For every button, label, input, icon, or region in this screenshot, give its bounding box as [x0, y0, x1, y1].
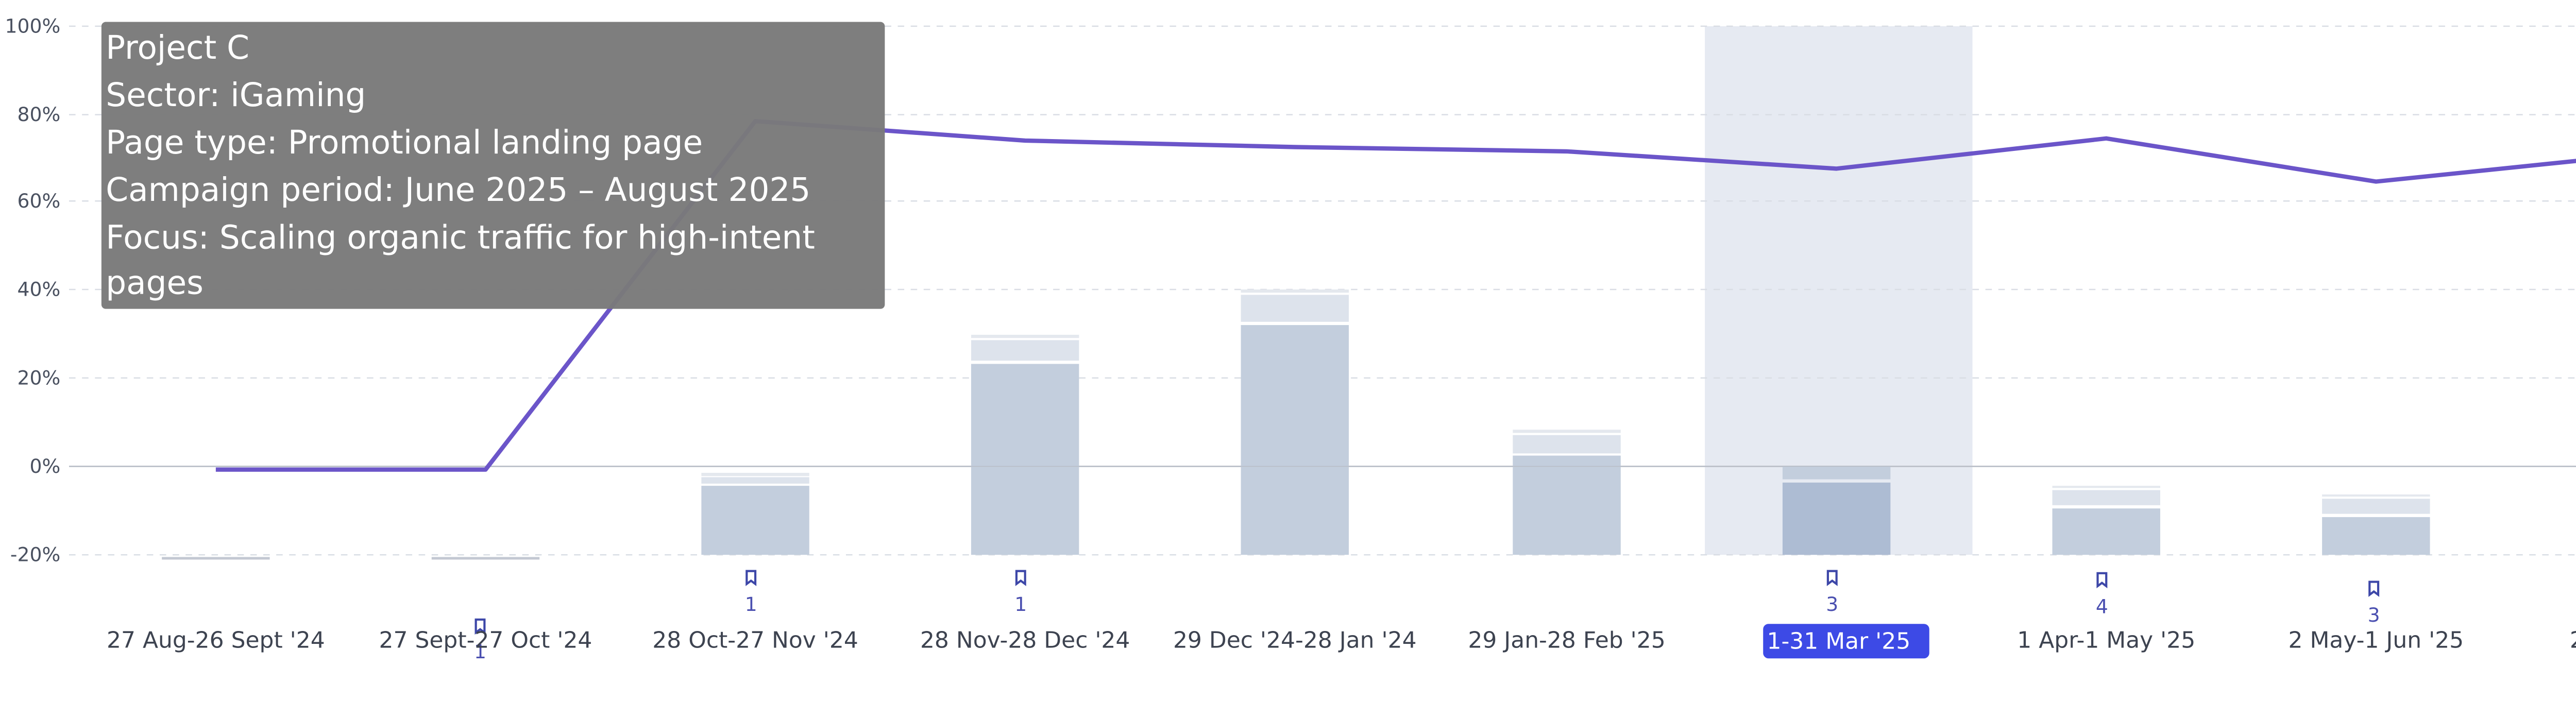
bookmark-icon — [1826, 570, 1838, 586]
bar-segment-mid[interactable] — [1782, 466, 1891, 480]
bar-segment-main[interactable] — [1513, 455, 1621, 555]
bookmark-icon — [745, 570, 757, 586]
left-tick: 100% — [5, 14, 61, 37]
left-tick: 40% — [18, 278, 61, 301]
annotation-marker[interactable]: 3 — [1826, 570, 1838, 616]
left-tick: -20% — [10, 543, 60, 566]
left-axis: 100% 80% 60% 40% 20% 0% -20% — [5, 14, 61, 566]
bookmark-icon — [474, 618, 486, 635]
left-tick: 20% — [18, 366, 61, 389]
bar-segment-top[interactable] — [1513, 430, 1621, 433]
annotation-count: 4 — [2096, 595, 2108, 618]
annotation-marker[interactable]: 1 — [1014, 570, 1027, 616]
tooltip-background — [101, 22, 885, 309]
annotation-count: 1 — [1014, 593, 1027, 616]
bar-segment-main[interactable] — [2052, 508, 2160, 555]
bar-segment-main[interactable] — [701, 486, 809, 555]
annotations: 1 1 1 3 4 3 3 2 — [474, 570, 2380, 663]
bookmark-icon — [2368, 581, 2380, 597]
annotation-marker[interactable]: 3 — [2368, 581, 2380, 626]
bar-segment-top[interactable] — [971, 334, 1079, 338]
bars — [162, 289, 2430, 560]
bar-segment-mid[interactable] — [701, 477, 809, 484]
annotation-count: 1 — [745, 593, 757, 616]
bar-segment-top[interactable] — [1241, 289, 1349, 293]
x-label[interactable]: 1-31 Mar '25 — [1767, 628, 1910, 654]
x-label[interactable]: 29 Dec '24-28 Jan '24 — [1173, 627, 1417, 653]
bar-segment-mid[interactable] — [2322, 499, 2430, 514]
tooltip-line: Page type: Promotional landing page — [106, 124, 703, 161]
annotation-marker[interactable]: 1 — [474, 618, 486, 663]
annotation-count: 3 — [1826, 593, 1838, 616]
bar-segment-mid[interactable] — [1513, 435, 1621, 454]
tooltip-line: Sector: iGaming — [106, 76, 366, 114]
x-label[interactable]: 1 Apr-1 May '25 — [2017, 627, 2195, 653]
bar-segment-mid[interactable] — [2052, 490, 2160, 505]
bar-segment-mid[interactable] — [971, 340, 1079, 361]
x-label[interactable]: 2 Jun-2 Jul '25 — [2570, 627, 2576, 653]
bar-segment-top[interactable] — [2052, 486, 2160, 488]
left-tick: 60% — [18, 190, 61, 212]
tooltip-title: Project C — [106, 29, 249, 66]
bar-segment-main[interactable] — [1241, 325, 1349, 555]
x-label[interactable]: 28 Nov-28 Dec '24 — [920, 627, 1130, 653]
bar-segment-top[interactable] — [701, 473, 809, 476]
tooltip-line: pages — [106, 264, 204, 301]
bar-segment-main[interactable] — [2322, 517, 2430, 555]
bar-segment-top[interactable] — [162, 557, 270, 560]
x-label-selected[interactable]: 1-31 Mar '25 — [1763, 624, 1929, 659]
tooltip-line: Focus: Scaling organic traffic for high-… — [106, 218, 815, 256]
left-tick: 0% — [29, 455, 60, 477]
bar-segment-top[interactable] — [431, 557, 540, 560]
x-label[interactable]: 27 Sept-27 Oct '24 — [379, 627, 592, 653]
bar-segment-main[interactable] — [1782, 482, 1891, 555]
annotation-marker[interactable]: 4 — [2096, 572, 2108, 618]
x-axis: 27 Aug-26 Sept '24 27 Sept-27 Oct '24 28… — [107, 624, 2576, 659]
x-label[interactable]: 28 Oct-27 Nov '24 — [652, 627, 858, 653]
x-label[interactable]: 2 May-1 Jun '25 — [2289, 627, 2464, 653]
left-tick: 80% — [18, 103, 61, 126]
bar-segment-main[interactable] — [971, 364, 1079, 555]
bar-segment-top[interactable] — [2322, 494, 2430, 497]
x-label[interactable]: 27 Aug-26 Sept '24 — [107, 627, 325, 653]
annotation-count: 3 — [2368, 604, 2380, 626]
annotation-marker[interactable]: 1 — [745, 570, 757, 616]
tooltip-line: Campaign period: June 2025 – August 2025 — [106, 171, 810, 209]
x-label[interactable]: 29 Jan-28 Feb '25 — [1468, 627, 1665, 653]
annotation-count: 1 — [474, 640, 486, 663]
bar-segment-mid[interactable] — [1241, 295, 1349, 322]
bookmark-icon — [2096, 572, 2108, 589]
tooltip: Project C Sector: iGaming Page type: Pro… — [101, 22, 885, 309]
bookmark-icon — [1015, 570, 1026, 586]
selected-label-pill — [1763, 624, 1929, 659]
